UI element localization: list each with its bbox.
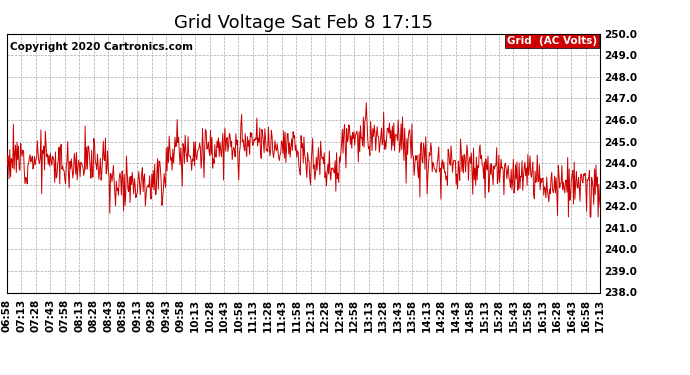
Text: Copyright 2020 Cartronics.com: Copyright 2020 Cartronics.com: [10, 42, 193, 51]
Text: Grid  (AC Volts): Grid (AC Volts): [507, 36, 598, 46]
Title: Grid Voltage Sat Feb 8 17:15: Grid Voltage Sat Feb 8 17:15: [174, 14, 433, 32]
